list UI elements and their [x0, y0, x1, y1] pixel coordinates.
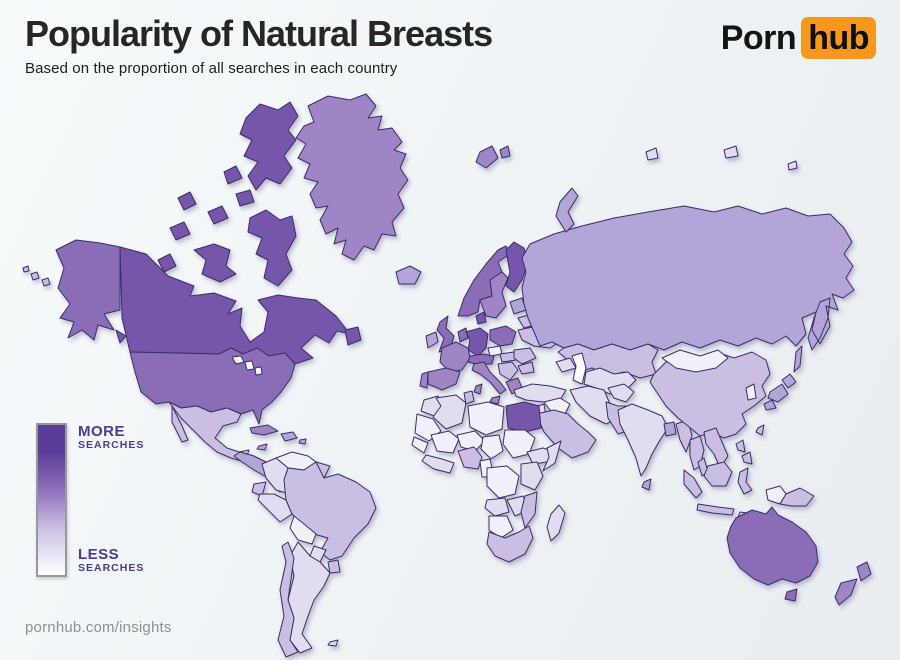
country-newfoundland — [344, 326, 362, 346]
country-libya — [467, 401, 505, 436]
country-sri-lanka — [641, 478, 652, 491]
country-russia — [521, 205, 855, 373]
country-mongolia — [661, 349, 729, 373]
country-canada — [119, 246, 351, 365]
country-png-east — [779, 487, 815, 507]
country-senegal — [411, 436, 429, 454]
country-syria-iraq — [543, 397, 571, 417]
country-drc — [486, 465, 520, 499]
legend-more-word: MORE — [78, 423, 125, 440]
country-taiwan — [755, 424, 765, 436]
country-canada-arctic — [157, 101, 299, 287]
country-nigeria — [457, 446, 483, 470]
country-india — [617, 403, 669, 477]
country-korea — [745, 383, 757, 401]
country-denmark — [475, 311, 487, 325]
legend-gradient-bar — [36, 423, 67, 577]
country-tunisia — [463, 390, 475, 405]
country-mexico — [168, 401, 250, 463]
country-sweden — [479, 271, 509, 319]
country-bolivia — [289, 515, 317, 545]
country-somalia — [542, 440, 562, 472]
country-chile — [277, 541, 299, 658]
country-egypt — [505, 401, 542, 433]
legend-more-label: MORE SEARCHES — [78, 424, 144, 451]
legend-less-word: LESS — [78, 546, 120, 563]
country-uruguay — [327, 559, 341, 574]
country-balkans — [497, 361, 519, 381]
country-angola — [484, 497, 510, 517]
country-niger — [456, 430, 486, 452]
country-madagascar — [546, 504, 566, 542]
country-mali — [430, 430, 460, 454]
country-argentina — [287, 541, 331, 654]
page-subtitle: Based on the proportion of all searches … — [25, 59, 398, 77]
country-ireland — [425, 331, 439, 349]
country-hispaniola — [280, 431, 298, 442]
country-germany — [465, 327, 489, 357]
country-norway — [457, 245, 511, 317]
country-caucasus — [555, 357, 577, 373]
country-poland — [489, 325, 517, 347]
country-romania — [513, 347, 537, 365]
country-new-zealand — [834, 561, 872, 606]
country-australia — [726, 506, 819, 586]
country-japan — [763, 373, 797, 411]
map-legend: MORE SEARCHES LESS SEARCHES — [36, 423, 176, 577]
country-alaska — [55, 239, 121, 341]
country-algeria — [432, 394, 467, 430]
country-alpine — [467, 353, 495, 365]
country-bulgaria — [517, 361, 535, 375]
country-saudi-arabia — [535, 409, 597, 459]
pornhub-logo: Porn hub — [721, 17, 876, 59]
legend-less-label: LESS SEARCHES — [78, 547, 144, 574]
country-siberian-islands — [645, 145, 798, 171]
country-puerto-rico — [298, 438, 307, 445]
header: Popularity of Natural Breasts Based on t… — [25, 13, 493, 77]
country-novaya-zemlya — [555, 187, 579, 233]
country-iceland — [395, 265, 422, 285]
country-benelux — [457, 327, 469, 343]
country-chad — [480, 434, 504, 460]
country-portugal — [419, 371, 429, 389]
country-svalbard — [475, 145, 511, 169]
legend-less-searches: SEARCHES — [78, 561, 145, 574]
caspian-sea — [571, 352, 587, 385]
country-bangladesh — [663, 421, 677, 437]
logo-text-plain: Porn — [720, 18, 797, 57]
country-indonesia — [683, 461, 755, 520]
footer-url: pornhub.com/insights — [25, 619, 172, 636]
country-mozambique — [520, 491, 538, 529]
logo-badge: hub — [801, 17, 876, 59]
country-kenya-tanzania — [520, 461, 544, 491]
country-afghanistan — [607, 383, 635, 403]
country-falklands — [327, 639, 339, 647]
country-philippines — [735, 439, 753, 465]
country-south-africa — [486, 525, 534, 563]
country-france — [439, 341, 471, 373]
great-lakes — [231, 355, 263, 376]
country-cuba — [249, 424, 279, 436]
country-namibia-botswana — [488, 515, 514, 539]
country-peru — [257, 493, 293, 523]
legend-more-searches: SEARCHES — [78, 438, 145, 451]
country-finland — [505, 241, 529, 293]
country-aleutians — [22, 265, 51, 287]
country-guinea-coast — [421, 454, 455, 474]
country-greenland — [295, 93, 409, 261]
country-spain — [427, 367, 461, 391]
country-tasmania — [784, 588, 798, 602]
country-italy — [471, 361, 507, 405]
page-title: Popularity of Natural Breasts — [25, 13, 493, 54]
country-vancouver-island — [115, 329, 127, 344]
country-jamaica — [256, 443, 268, 451]
